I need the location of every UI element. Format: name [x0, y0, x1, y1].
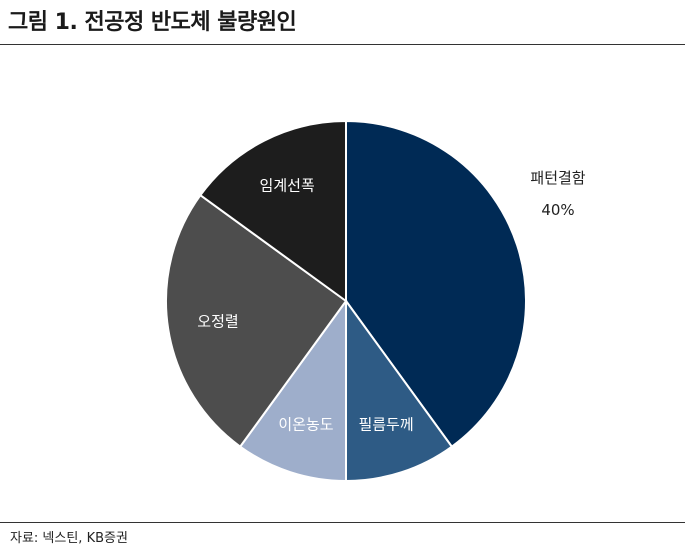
slice-label-2: 이온농도 — [278, 415, 333, 433]
title-divider — [0, 44, 685, 45]
source-divider — [0, 522, 685, 523]
pie-slice-4 — [198, 119, 347, 303]
slice-label-3: 오정렬 — [197, 312, 238, 330]
slice-value-label-0: 40% — [541, 201, 574, 219]
pie-slice-0 — [345, 119, 527, 449]
chart-title: 그림 1. 전공정 반도체 불량원인 — [8, 10, 297, 35]
pie-slices — [165, 119, 527, 483]
pie-labels: 패턴결함 40% 필름두께 이온농도 오정렬 임계선폭 — [197, 169, 586, 433]
source-note: 자료: 넥스틴, KB증권 — [10, 531, 128, 546]
slice-label-1: 필름두께 — [358, 415, 413, 433]
pie-slice-1 — [345, 297, 454, 483]
slice-label-0: 패턴결함 — [530, 169, 585, 187]
slice-label-4: 임계선폭 — [260, 177, 315, 195]
pie-slice-2 — [238, 297, 347, 483]
pie-slice-3 — [165, 193, 348, 449]
